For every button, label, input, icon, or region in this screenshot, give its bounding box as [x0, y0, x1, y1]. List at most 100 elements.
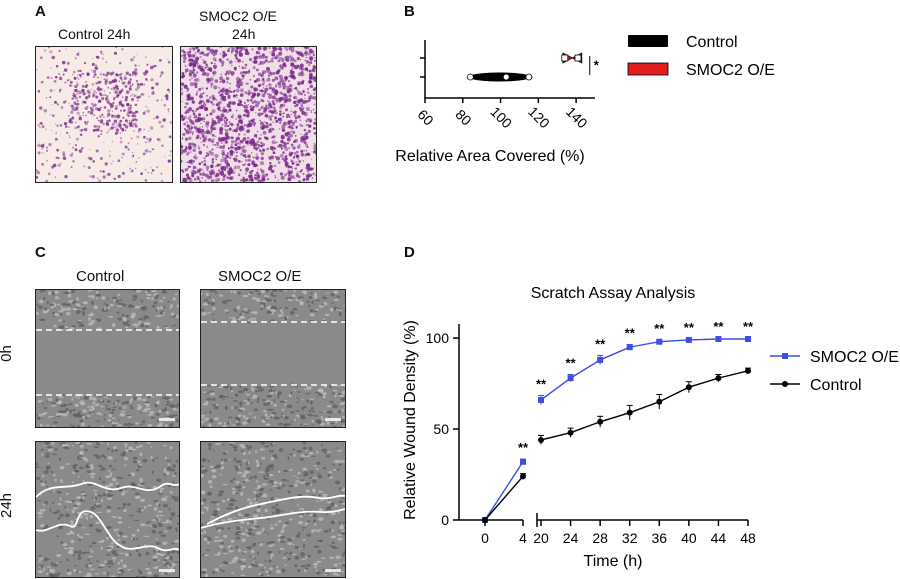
cell-speck — [63, 291, 69, 294]
cell-dot — [258, 55, 263, 60]
cell-speck — [209, 390, 215, 393]
cell-dot — [219, 110, 222, 112]
cell-speck — [40, 290, 43, 293]
cell-speck — [287, 542, 293, 546]
cell-speck — [254, 290, 259, 292]
cell-dot — [81, 85, 84, 88]
cell-dot — [156, 138, 159, 141]
cell-speck — [55, 415, 61, 418]
cell-speck — [59, 497, 62, 501]
cell-dot — [235, 118, 237, 120]
cell-speck — [37, 499, 42, 502]
cell-speck — [239, 444, 245, 447]
cell-speck — [150, 456, 153, 459]
cell-dot — [272, 121, 274, 123]
cell-speck — [73, 469, 80, 473]
cell-speck — [144, 403, 148, 405]
cell-speck — [270, 416, 273, 419]
cell-dot — [121, 156, 123, 159]
cell-speck — [116, 531, 119, 534]
cell-dot — [280, 47, 283, 51]
cell-speck — [204, 411, 207, 413]
cell-dot — [249, 174, 253, 179]
cell-speck — [52, 421, 58, 424]
cell-dot — [46, 159, 48, 162]
cell-speck — [112, 477, 117, 482]
cell-dot — [271, 114, 274, 118]
cell-dot — [302, 107, 305, 109]
cell-dot — [124, 81, 126, 83]
cell-dot — [53, 100, 57, 104]
cell-dot — [269, 162, 272, 165]
cell-dot — [94, 64, 98, 67]
cell-speck — [270, 456, 274, 461]
cell-speck — [245, 403, 249, 406]
cell-dot — [279, 52, 281, 54]
cell-speck — [342, 561, 345, 563]
cell-dot — [295, 172, 299, 176]
cell-dot — [239, 179, 242, 182]
cell-dot — [96, 177, 99, 180]
cell-dot — [249, 58, 252, 61]
cell-dot — [58, 90, 61, 93]
cell-dot — [281, 103, 286, 107]
cell-speck — [85, 515, 89, 520]
cell-dot — [243, 133, 246, 136]
cell-dot — [299, 107, 304, 112]
cell-dot — [181, 137, 184, 139]
cell-speck — [252, 490, 257, 494]
cell-speck — [214, 405, 219, 410]
line-y-axis-label: Relative Wound Density (%) — [402, 320, 419, 520]
cell-dot — [91, 83, 95, 86]
cell-dot — [263, 136, 266, 139]
cell-dot — [97, 99, 102, 103]
cell-dot — [197, 145, 200, 147]
cell-dot — [306, 146, 309, 148]
cell-speck — [138, 444, 143, 448]
cell-dot — [255, 157, 258, 160]
cell-speck — [76, 313, 79, 315]
cell-speck — [324, 451, 327, 455]
cell-dot — [98, 115, 102, 118]
cell-speck — [341, 497, 345, 500]
cell-dot — [244, 158, 248, 162]
cell-speck — [76, 534, 80, 537]
cell-dot — [106, 95, 109, 98]
cell-dot — [169, 161, 171, 163]
cell-dot — [189, 115, 192, 118]
cell-speck — [96, 511, 103, 514]
cell-dot — [295, 161, 297, 163]
wound-border-line — [36, 481, 179, 498]
cell-dot — [191, 163, 193, 165]
cell-dot — [214, 143, 217, 146]
cell-speck — [270, 308, 277, 313]
cell-dot — [181, 92, 183, 96]
cell-dot — [305, 119, 308, 122]
cell-speck — [246, 448, 250, 451]
cell-dot — [238, 119, 242, 124]
cell-dot — [260, 79, 263, 81]
cell-dot — [292, 141, 295, 143]
cell-dot — [256, 101, 261, 105]
cell-dot — [116, 131, 119, 135]
cell-dot — [167, 88, 170, 92]
cell-speck — [77, 397, 80, 400]
cell-speck — [207, 541, 211, 544]
cell-dot — [115, 73, 119, 77]
cell-speck — [138, 317, 143, 320]
cell-dot — [253, 60, 258, 65]
cell-dot — [213, 126, 217, 131]
cell-dot — [189, 69, 193, 73]
cell-speck — [106, 497, 113, 500]
cell-dot — [203, 156, 206, 160]
cell-dot — [37, 124, 40, 127]
cell-speck — [274, 299, 277, 303]
cell-dot — [102, 94, 105, 96]
cell-speck — [156, 325, 160, 330]
cell-speck — [156, 514, 159, 519]
cell-dot — [237, 85, 241, 89]
cell-dot — [119, 73, 122, 77]
cell-dot — [267, 102, 272, 107]
cell-dot — [313, 147, 316, 151]
cell-speck — [107, 442, 109, 446]
